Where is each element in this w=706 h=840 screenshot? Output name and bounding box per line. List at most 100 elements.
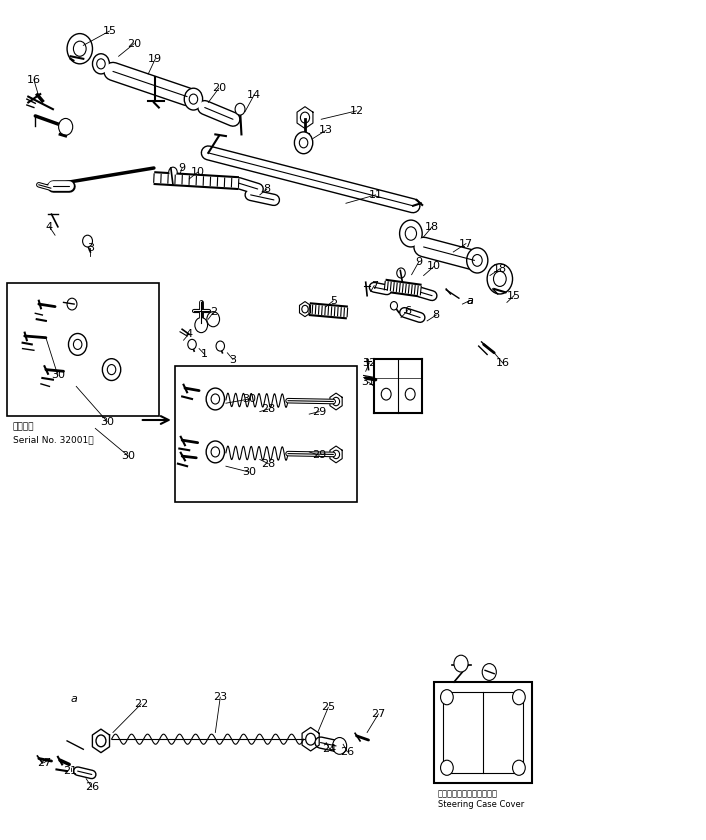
- Circle shape: [102, 359, 121, 381]
- Text: 29: 29: [312, 450, 326, 460]
- Circle shape: [67, 34, 92, 64]
- Text: a: a: [71, 694, 78, 704]
- Text: 5: 5: [330, 296, 337, 306]
- Text: Steering Case Cover: Steering Case Cover: [438, 800, 524, 809]
- Circle shape: [306, 733, 316, 745]
- Circle shape: [68, 333, 87, 355]
- Text: 9: 9: [179, 163, 186, 173]
- Text: 26: 26: [85, 782, 99, 792]
- Circle shape: [92, 54, 109, 74]
- Circle shape: [207, 312, 220, 327]
- Text: 10: 10: [427, 261, 441, 271]
- Circle shape: [472, 255, 482, 266]
- Circle shape: [301, 112, 310, 123]
- Circle shape: [441, 760, 453, 775]
- Text: 19: 19: [148, 54, 162, 64]
- Text: 8: 8: [433, 310, 440, 320]
- Circle shape: [83, 235, 92, 247]
- Circle shape: [188, 339, 196, 349]
- Text: 4: 4: [46, 222, 53, 232]
- Text: 31: 31: [361, 377, 376, 387]
- Circle shape: [467, 248, 488, 273]
- Circle shape: [333, 397, 340, 406]
- Text: 29: 29: [312, 407, 326, 417]
- Text: 9: 9: [415, 257, 422, 267]
- Circle shape: [73, 41, 86, 56]
- Text: 1: 1: [201, 349, 208, 360]
- Circle shape: [390, 302, 397, 310]
- Text: 21: 21: [64, 766, 78, 776]
- Text: 15: 15: [102, 26, 116, 36]
- Text: 16: 16: [496, 358, 510, 368]
- Circle shape: [206, 388, 225, 410]
- Text: 4: 4: [185, 329, 192, 339]
- Text: 27: 27: [371, 709, 385, 719]
- Circle shape: [482, 664, 496, 680]
- Circle shape: [235, 103, 245, 115]
- Circle shape: [397, 268, 405, 278]
- Text: 3: 3: [229, 354, 237, 365]
- Circle shape: [59, 118, 73, 135]
- Text: 18: 18: [493, 264, 507, 274]
- Circle shape: [211, 447, 220, 457]
- Text: 27: 27: [37, 758, 51, 768]
- Text: 16: 16: [27, 75, 41, 85]
- Circle shape: [405, 227, 417, 240]
- Circle shape: [73, 339, 82, 349]
- Text: 11: 11: [369, 190, 383, 200]
- Circle shape: [184, 88, 203, 110]
- Text: 24: 24: [323, 744, 337, 754]
- Circle shape: [206, 441, 225, 463]
- Circle shape: [294, 132, 313, 154]
- Circle shape: [169, 167, 177, 177]
- Text: 20: 20: [212, 83, 226, 93]
- Circle shape: [333, 450, 340, 459]
- Text: 12: 12: [349, 106, 364, 116]
- Text: 30: 30: [51, 370, 65, 381]
- Circle shape: [333, 738, 347, 754]
- Text: 13: 13: [319, 125, 333, 135]
- Text: ステアリングケースカバー: ステアリングケースカバー: [438, 790, 498, 799]
- Text: 30: 30: [121, 451, 136, 461]
- Circle shape: [107, 365, 116, 375]
- Circle shape: [96, 735, 106, 747]
- Text: 3: 3: [87, 243, 94, 253]
- Circle shape: [67, 298, 77, 310]
- Text: a: a: [466, 296, 473, 306]
- Circle shape: [400, 220, 422, 247]
- Text: 30: 30: [100, 417, 114, 427]
- Text: 30: 30: [242, 467, 256, 477]
- Circle shape: [493, 271, 506, 286]
- Text: 18: 18: [425, 222, 439, 232]
- Text: 17: 17: [459, 239, 473, 249]
- Text: 10: 10: [191, 167, 205, 177]
- Text: 14: 14: [247, 90, 261, 100]
- Circle shape: [454, 655, 468, 672]
- Bar: [175, 366, 357, 502]
- Text: 2: 2: [210, 307, 217, 318]
- Text: 23: 23: [213, 692, 227, 702]
- Circle shape: [189, 94, 198, 104]
- Text: a: a: [466, 296, 473, 306]
- Circle shape: [211, 394, 220, 404]
- Circle shape: [97, 59, 105, 69]
- Circle shape: [302, 305, 309, 312]
- Circle shape: [299, 138, 308, 148]
- Text: 30: 30: [242, 394, 256, 404]
- Text: 28: 28: [261, 459, 275, 469]
- Circle shape: [513, 690, 525, 705]
- Bar: [443, 692, 523, 773]
- Bar: [7, 283, 159, 416]
- Circle shape: [441, 690, 453, 705]
- Circle shape: [513, 760, 525, 775]
- Text: 15: 15: [507, 291, 521, 301]
- Circle shape: [216, 341, 225, 351]
- Text: 8: 8: [263, 184, 270, 194]
- Text: 20: 20: [127, 39, 141, 49]
- Circle shape: [405, 388, 415, 400]
- Text: 7: 7: [371, 281, 378, 291]
- Bar: [434, 682, 532, 783]
- Text: 25: 25: [321, 702, 335, 712]
- Text: 適用号番
Serial No. 32001～: 適用号番 Serial No. 32001～: [13, 423, 93, 444]
- Text: 26: 26: [340, 747, 354, 757]
